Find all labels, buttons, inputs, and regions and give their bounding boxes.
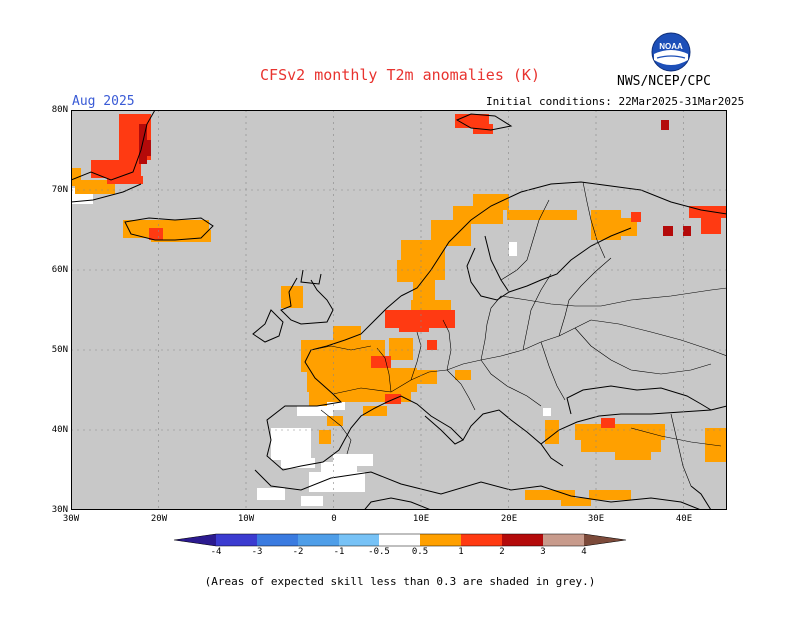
- darkred-regions: [139, 120, 691, 236]
- colorbar-label-m3: -3: [251, 547, 263, 557]
- lon-label-10w: 10W: [237, 514, 255, 524]
- lon-label-30w: 30W: [62, 514, 80, 524]
- colorbar-swatch-lt-4: [174, 534, 216, 546]
- lon-label-30e: 30E: [587, 514, 605, 524]
- colorbar: [173, 533, 627, 547]
- colorbar-swatch-3: [298, 534, 339, 546]
- colorbar-label-m4: -4: [210, 547, 222, 557]
- white-regions: [71, 188, 601, 506]
- colorbar-swatch-6: [420, 534, 461, 546]
- lon-label-40e: 40E: [675, 514, 693, 524]
- colorbar-label-m2: -2: [292, 547, 304, 557]
- lon-label-20w: 20W: [150, 514, 168, 524]
- agency-label: NWS/NCEP/CPC: [617, 74, 711, 89]
- lat-label-40n: 40N: [51, 425, 68, 435]
- initial-conditions: Initial conditions: 22Mar2025-31Mar2025: [486, 95, 745, 108]
- colorbar-swatch-gt-4: [584, 534, 626, 546]
- colorbar-label-m1: -1: [333, 547, 345, 557]
- colorbar-swatch-2: [257, 534, 298, 546]
- colorbar-label-3: 3: [540, 547, 546, 557]
- colorbar-label-4: 4: [581, 547, 587, 557]
- noaa-logo: NOAA: [651, 32, 691, 72]
- lat-label-50n: 50N: [51, 345, 68, 355]
- colorbar-swatch-4: [339, 534, 379, 546]
- colorbar-swatch-7: [461, 534, 502, 546]
- colorbar-label-m05: -0.5: [368, 547, 390, 557]
- lat-label-30n: 30N: [51, 505, 68, 515]
- lat-label-60n: 60N: [51, 265, 68, 275]
- colorbar-swatch-5: [379, 534, 420, 546]
- colorbar-label-2: 2: [499, 547, 505, 557]
- lon-label-20e: 20E: [500, 514, 518, 524]
- map-title: CFSv2 monthly T2m anomalies (K): [260, 66, 540, 84]
- country-borders: [310, 181, 727, 487]
- forecast-period: Aug 2025: [72, 94, 135, 109]
- colorbar-label-1: 1: [458, 547, 464, 557]
- noaa-logo-text: NOAA: [659, 42, 683, 51]
- graticule: [71, 110, 727, 510]
- lat-label-80n: 80N: [51, 105, 68, 115]
- map-frame: [71, 110, 727, 510]
- colorbar-swatch-9: [543, 534, 584, 546]
- colorbar-label-05: 0.5: [411, 547, 429, 557]
- skill-footnote: (Areas of expected skill less than 0.3 a…: [204, 575, 596, 588]
- lat-label-70n: 70N: [51, 185, 68, 195]
- lon-label-10e: 10E: [412, 514, 430, 524]
- colorbar-swatch-8: [502, 534, 543, 546]
- coastlines: [71, 110, 727, 510]
- colorbar-swatch-1: [216, 534, 257, 546]
- anomaly-map: [71, 110, 727, 510]
- lon-label-0: 0: [331, 514, 337, 524]
